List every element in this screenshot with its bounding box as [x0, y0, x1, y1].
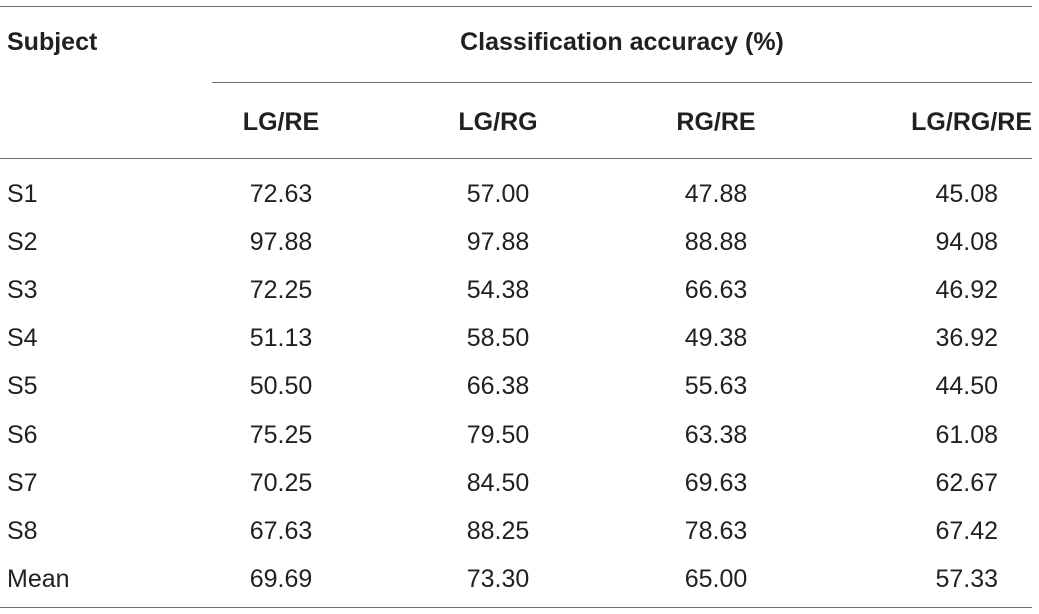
value-cell: 62.67 [935, 469, 998, 497]
value-cell: 78.63 [684, 517, 748, 545]
value-cell: 57.00 [466, 180, 530, 208]
value-cell: 97.88 [249, 228, 313, 256]
subject-cell: S7 [7, 469, 38, 497]
column-header-lg-re: LG/RE [242, 108, 320, 136]
value-cell: 88.88 [684, 228, 748, 256]
top-rule [0, 6, 1032, 7]
group-rule [212, 82, 1032, 83]
value-cell: 66.38 [466, 372, 530, 400]
value-cell: 51.13 [249, 324, 313, 352]
value-cell: 44.50 [935, 372, 998, 400]
subject-cell: S8 [7, 517, 38, 545]
subject-cell: Mean [7, 565, 70, 593]
bottom-rule [0, 607, 1032, 608]
value-cell: 47.88 [684, 180, 748, 208]
value-cell: 75.25 [249, 421, 313, 449]
value-cell: 84.50 [466, 469, 530, 497]
value-cell: 97.88 [466, 228, 530, 256]
value-cell: 69.69 [249, 565, 313, 593]
value-cell: 45.08 [935, 180, 998, 208]
value-cell: 63.38 [684, 421, 748, 449]
value-cell: 67.63 [249, 517, 313, 545]
value-cell: 69.63 [684, 469, 748, 497]
subject-cell: S1 [7, 180, 38, 208]
subject-cell: S3 [7, 276, 38, 304]
value-cell: 46.92 [935, 276, 998, 304]
subject-cell: S5 [7, 372, 38, 400]
value-cell: 94.08 [935, 228, 998, 256]
value-cell: 50.50 [249, 372, 313, 400]
value-cell: 88.25 [466, 517, 530, 545]
value-cell: 65.00 [684, 565, 748, 593]
value-cell: 36.92 [935, 324, 998, 352]
value-cell: 55.63 [684, 372, 748, 400]
value-cell: 57.33 [935, 565, 998, 593]
value-cell: 61.08 [935, 421, 998, 449]
value-cell: 58.50 [466, 324, 530, 352]
group-header: Classification accuracy (%) [460, 28, 784, 56]
subject-cell: S4 [7, 324, 38, 352]
value-cell: 49.38 [684, 324, 748, 352]
value-cell: 72.63 [249, 180, 313, 208]
value-cell: 54.38 [466, 276, 530, 304]
value-cell: 70.25 [249, 469, 313, 497]
header-bottom-rule [0, 158, 1032, 159]
subject-header: Subject [7, 28, 98, 56]
column-header-lg-rg-re: LG/RG/RE [911, 108, 1032, 136]
subject-cell: S2 [7, 228, 38, 256]
value-cell: 73.30 [466, 565, 530, 593]
column-header-lg-rg: LG/RG [458, 108, 538, 136]
value-cell: 67.42 [935, 517, 998, 545]
subject-cell: S6 [7, 421, 38, 449]
value-cell: 79.50 [466, 421, 530, 449]
column-header-rg-re: RG/RE [676, 108, 756, 136]
value-cell: 66.63 [684, 276, 748, 304]
value-cell: 72.25 [249, 276, 313, 304]
